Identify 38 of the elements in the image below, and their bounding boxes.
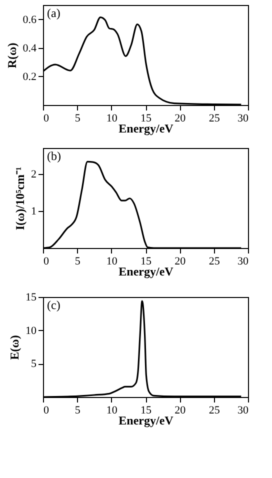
y-tick-label: 1 bbox=[31, 205, 36, 218]
x-tick-label: 5 bbox=[74, 256, 81, 268]
y-axis-title: I(ω)/10⁵cm⁻¹ bbox=[13, 166, 27, 230]
y-axis-title: E(ω) bbox=[8, 335, 22, 360]
y-tick-label: 0.6 bbox=[22, 14, 37, 26]
x-tick-label: 30 bbox=[238, 112, 249, 124]
x-tick-label: 15 bbox=[140, 404, 152, 416]
x-tick-label: 0 bbox=[44, 256, 50, 268]
x-axis-title: Energy/eV bbox=[118, 414, 174, 428]
x-tick-label: 20 bbox=[174, 112, 186, 124]
x-axis-title: Energy/eV bbox=[118, 264, 174, 278]
x-tick-label: 10 bbox=[106, 112, 118, 124]
x-tick-label: 5 bbox=[74, 112, 81, 124]
x-tick-label: 25 bbox=[208, 404, 220, 416]
annotation: (a) bbox=[47, 6, 60, 20]
y-axis-title: R(ω) bbox=[4, 42, 19, 68]
x-axis-title: Energy/eV bbox=[118, 122, 174, 136]
x-tick-label: 0 bbox=[44, 112, 50, 124]
x-tick-label: 25 bbox=[208, 256, 220, 268]
y-tick-label: 2 bbox=[31, 168, 36, 180]
y-tick-label: 15 bbox=[26, 292, 37, 304]
x-tick-label: 20 bbox=[174, 256, 186, 268]
annotation: (c) bbox=[47, 298, 60, 312]
x-tick-label: 20 bbox=[174, 404, 186, 416]
y-tick-label: 5 bbox=[31, 358, 37, 370]
y-tick-label: 10 bbox=[26, 324, 37, 337]
annotation: (b) bbox=[47, 149, 61, 163]
x-tick-label: 15 bbox=[140, 256, 152, 268]
x-tick-label: 30 bbox=[238, 256, 249, 268]
y-tick-label: 0.4 bbox=[22, 42, 37, 54]
x-tick-label: 10 bbox=[106, 256, 118, 268]
x-tick-label: 30 bbox=[238, 404, 249, 416]
x-tick-label: 10 bbox=[106, 404, 118, 416]
x-tick-label: 0 bbox=[44, 404, 50, 416]
x-tick-label: 15 bbox=[140, 112, 152, 124]
x-tick-label: 25 bbox=[208, 112, 220, 124]
y-tick-label: 0.2 bbox=[22, 70, 36, 83]
x-tick-label: 5 bbox=[74, 404, 81, 416]
